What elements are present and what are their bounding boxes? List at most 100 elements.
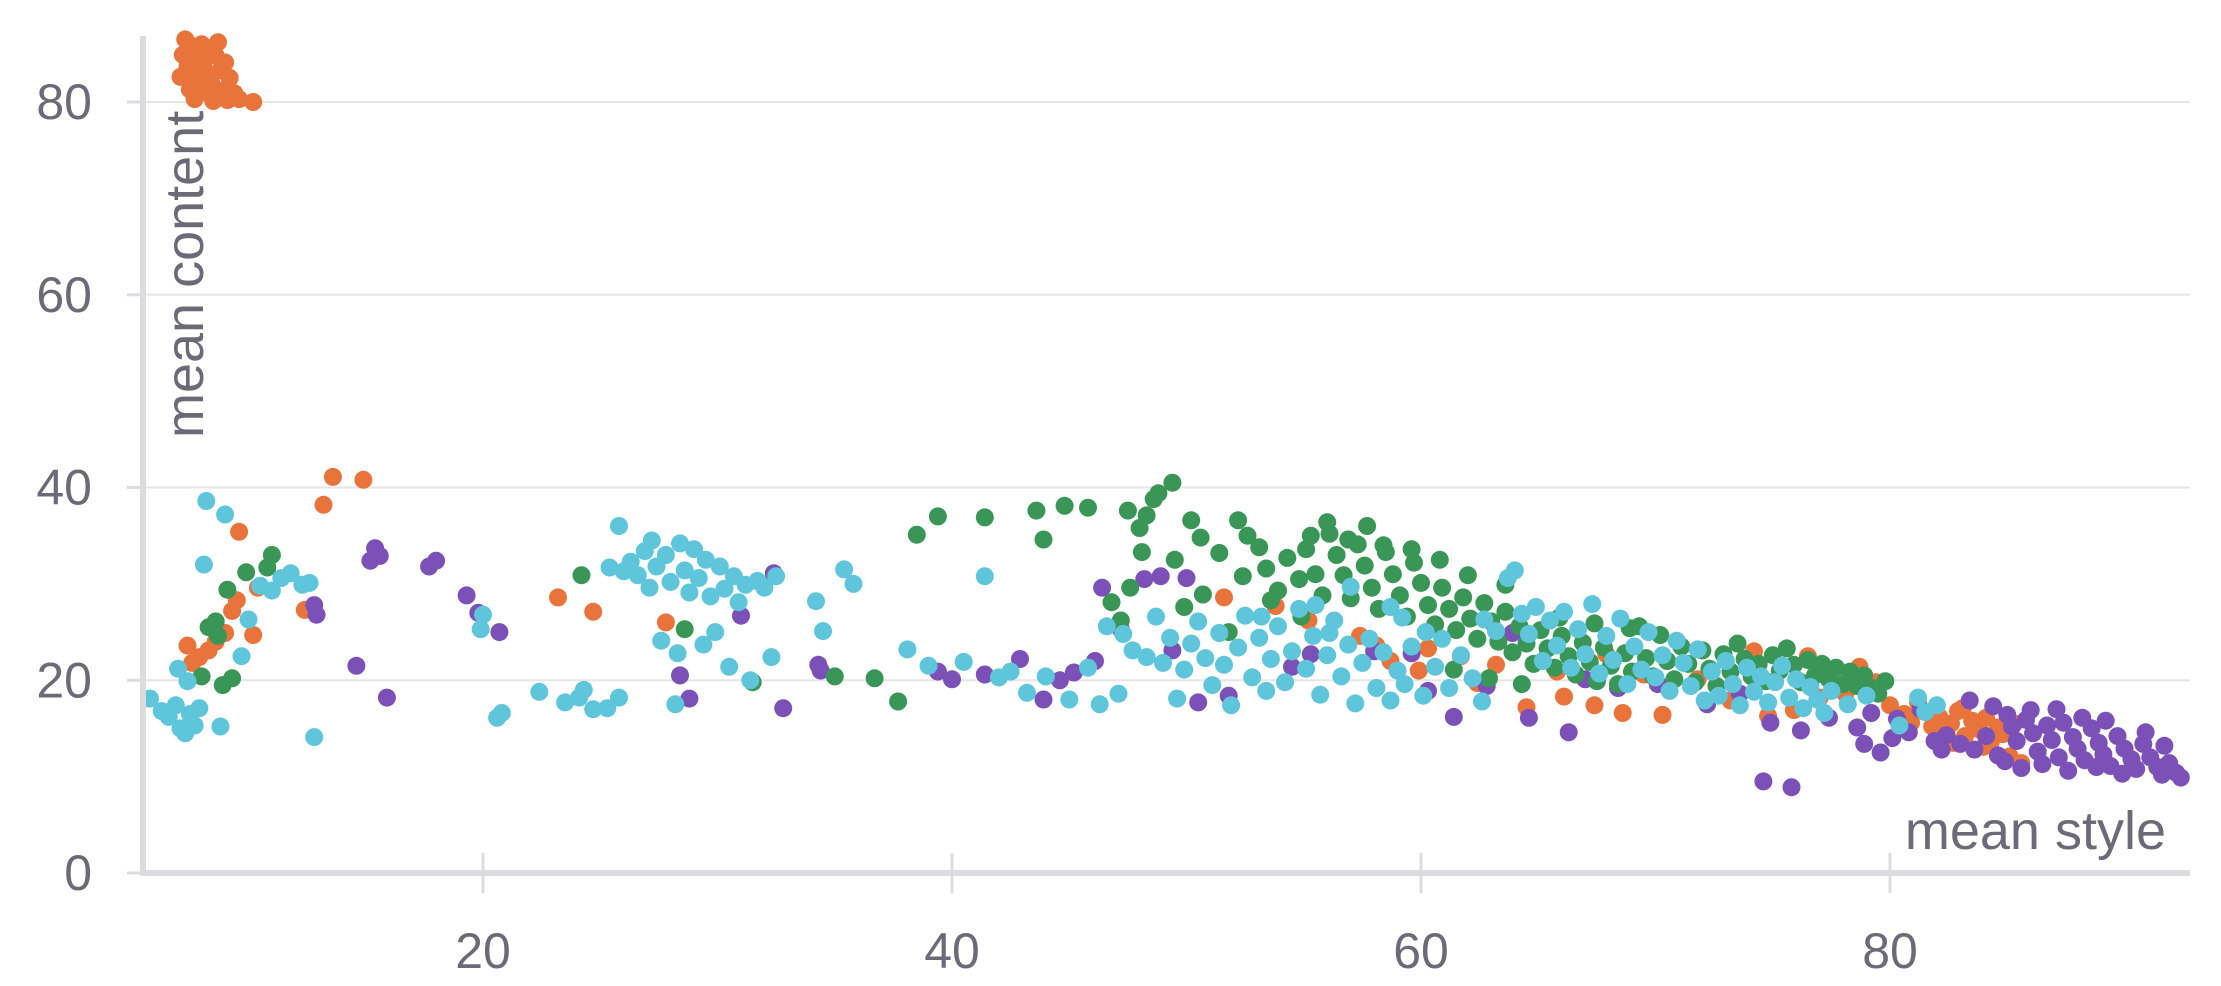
data-point — [1433, 629, 1452, 648]
data-point — [1147, 607, 1165, 626]
data-point — [1196, 649, 1215, 668]
data-point — [1137, 506, 1156, 525]
data-point — [1458, 566, 1477, 585]
data-point — [2007, 732, 2026, 750]
data-point — [232, 647, 251, 666]
data-point — [1909, 688, 1928, 707]
data-point — [1306, 565, 1325, 584]
data-point — [1487, 655, 1505, 674]
data-point — [1752, 667, 1770, 686]
data-point — [610, 517, 628, 535]
data-point — [1079, 498, 1097, 517]
data-point — [171, 67, 190, 86]
data-point — [2113, 764, 2132, 783]
data-point — [239, 610, 258, 629]
data-point — [1838, 695, 1857, 714]
data-point — [1114, 625, 1133, 643]
data-point — [262, 581, 281, 600]
y-tick-label: 60 — [36, 267, 92, 323]
data-point — [1290, 570, 1309, 589]
data-point — [262, 546, 281, 564]
data-point — [715, 579, 734, 598]
data-point — [2038, 716, 2057, 735]
data-point — [1505, 561, 1524, 580]
data-point — [1480, 669, 1498, 688]
data-point — [2047, 700, 2066, 719]
data-point — [1222, 696, 1241, 715]
data-point — [2021, 701, 2040, 720]
data-point — [1311, 685, 1330, 704]
data-point — [1250, 628, 1269, 647]
data-point — [1175, 598, 1194, 616]
data-point — [1358, 517, 1377, 535]
data-point — [1473, 692, 1491, 711]
data-point — [1093, 578, 1112, 597]
data-point — [1175, 660, 1194, 679]
data-point — [1297, 659, 1316, 678]
data-point — [190, 699, 209, 718]
data-point — [729, 593, 748, 612]
data-point — [1937, 726, 1956, 745]
x-tick-label: 40 — [924, 923, 980, 979]
data-point — [2136, 723, 2155, 742]
y-tick-label: 0 — [64, 845, 92, 901]
data-point — [1001, 662, 1020, 681]
data-point — [1055, 496, 1074, 515]
data-point — [640, 578, 659, 597]
data-point — [1210, 544, 1229, 562]
data-point — [1301, 526, 1320, 545]
data-point — [1512, 604, 1531, 623]
data-point — [1590, 664, 1609, 683]
data-point — [1118, 501, 1137, 520]
data-point — [1233, 567, 1252, 586]
data-point — [1759, 693, 1778, 712]
data-point — [835, 560, 854, 579]
data-point — [194, 555, 213, 574]
data-point — [1189, 612, 1208, 631]
data-point — [1444, 707, 1463, 726]
data-point — [680, 583, 699, 602]
data-point — [1243, 668, 1262, 687]
data-point — [584, 602, 603, 621]
data-point — [694, 635, 713, 654]
data-point — [204, 92, 223, 110]
data-point — [696, 550, 715, 569]
data-point — [1163, 473, 1182, 492]
data-point — [230, 90, 249, 109]
data-point — [1290, 599, 1309, 618]
data-point — [685, 540, 703, 559]
data-point — [600, 558, 619, 577]
data-point — [1257, 681, 1276, 700]
data-point — [2033, 755, 2052, 774]
data-point — [1960, 691, 1979, 710]
data-point — [1583, 595, 1602, 614]
data-point — [1646, 668, 1665, 687]
data-point — [574, 680, 593, 699]
data-point — [1276, 673, 1294, 692]
data-point — [2012, 759, 2031, 777]
data-point — [844, 574, 863, 593]
data-point — [865, 669, 884, 688]
data-point — [680, 689, 699, 708]
data-point — [666, 695, 685, 714]
data-point — [185, 716, 204, 735]
data-point — [490, 623, 509, 642]
data-point — [767, 567, 786, 586]
data-point — [1090, 695, 1109, 714]
data-point — [1238, 526, 1257, 545]
data-point — [1383, 565, 1402, 584]
data-point — [572, 566, 591, 585]
data-point — [1304, 626, 1323, 645]
data-point — [1569, 620, 1588, 639]
data-point — [1034, 690, 1053, 709]
data-point — [1154, 653, 1172, 672]
data-point — [1519, 708, 1538, 727]
data-point — [1533, 652, 1552, 670]
data-point — [1367, 679, 1386, 697]
data-point — [1430, 550, 1449, 569]
data-point — [610, 688, 628, 707]
data-point — [281, 564, 300, 583]
data-point — [1951, 734, 1970, 753]
data-point — [774, 699, 793, 718]
data-point — [1857, 686, 1876, 705]
